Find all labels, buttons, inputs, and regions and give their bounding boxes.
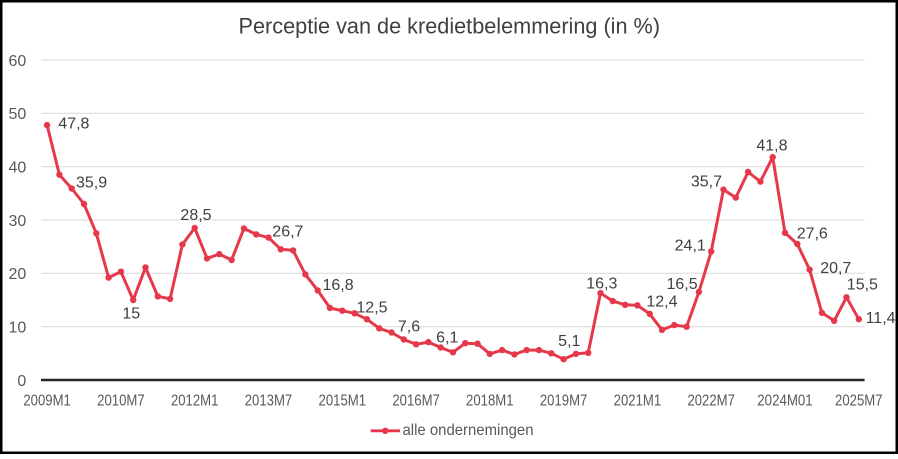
svg-text:20: 20 <box>9 266 27 283</box>
svg-text:60: 60 <box>9 53 27 70</box>
svg-text:16,3: 16,3 <box>586 276 617 293</box>
svg-text:2010M7: 2010M7 <box>97 393 145 410</box>
svg-text:2009M1: 2009M1 <box>23 393 71 410</box>
svg-text:0: 0 <box>17 373 26 390</box>
svg-text:2025M7: 2025M7 <box>835 393 883 410</box>
svg-text:41,8: 41,8 <box>756 138 787 155</box>
svg-text:Perceptie van de kredietbelemm: Perceptie van de kredietbelemmering (in … <box>239 14 661 39</box>
svg-text:alle ondernemingen: alle ondernemingen <box>403 422 534 439</box>
svg-text:2016M7: 2016M7 <box>392 393 440 410</box>
svg-text:35,9: 35,9 <box>76 175 107 192</box>
svg-text:12,5: 12,5 <box>356 300 387 317</box>
svg-text:47,8: 47,8 <box>58 115 89 132</box>
svg-text:40: 40 <box>9 160 27 177</box>
svg-text:50: 50 <box>9 106 27 123</box>
svg-text:6,1: 6,1 <box>436 329 458 346</box>
svg-text:26,7: 26,7 <box>272 224 303 241</box>
svg-text:20,7: 20,7 <box>820 260 851 277</box>
svg-text:2015M1: 2015M1 <box>319 393 367 410</box>
svg-text:2024M01: 2024M01 <box>757 393 812 410</box>
svg-text:2022M7: 2022M7 <box>687 393 735 410</box>
svg-text:27,6: 27,6 <box>797 226 828 243</box>
svg-text:24,1: 24,1 <box>675 238 706 255</box>
svg-text:2021M1: 2021M1 <box>614 393 662 410</box>
svg-text:2012M1: 2012M1 <box>171 393 219 410</box>
svg-text:16,8: 16,8 <box>323 277 354 294</box>
svg-text:12,4: 12,4 <box>646 294 677 311</box>
svg-text:2019M7: 2019M7 <box>540 393 588 410</box>
svg-text:15,5: 15,5 <box>847 277 878 294</box>
svg-text:10: 10 <box>9 320 27 337</box>
svg-text:28,5: 28,5 <box>180 207 211 224</box>
svg-text:5,1: 5,1 <box>558 333 580 350</box>
svg-text:2018M1: 2018M1 <box>466 393 514 410</box>
svg-text:16,5: 16,5 <box>666 276 697 293</box>
svg-text:30: 30 <box>9 213 27 230</box>
svg-text:11,4: 11,4 <box>866 310 896 327</box>
svg-text:2013M7: 2013M7 <box>245 393 293 410</box>
svg-text:7,6: 7,6 <box>398 319 420 336</box>
svg-text:15: 15 <box>122 306 140 323</box>
svg-text:35,7: 35,7 <box>691 174 722 191</box>
